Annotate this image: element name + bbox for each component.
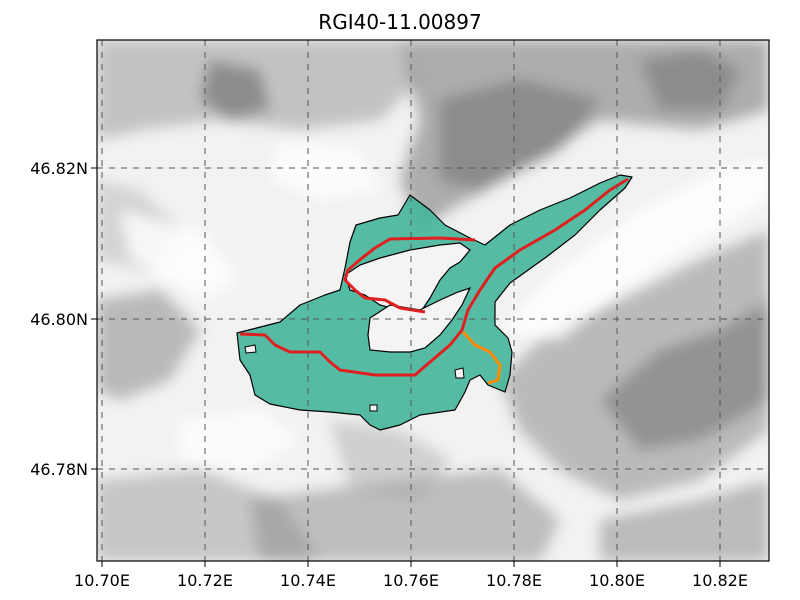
x-axis-labels: 10.70E 10.72E 10.74E 10.76E 10.78E 10.80…: [74, 571, 748, 590]
nunatak: [369, 404, 378, 412]
tributary-flowline: [343, 236, 476, 314]
x-tick-label: 10.80E: [589, 571, 645, 590]
axis-ticks: [91, 167, 721, 567]
nunatak: [244, 344, 257, 354]
grid: [97, 40, 769, 561]
y-axis-labels: 46.82N 46.80N 46.78N: [30, 159, 88, 479]
y-tick-label: 46.80N: [30, 310, 88, 329]
nunatak: [367, 286, 472, 353]
nunatak: [454, 367, 465, 379]
x-tick-label: 10.76E: [383, 571, 439, 590]
nunatak: [344, 242, 471, 313]
x-tick-label: 10.74E: [280, 571, 336, 590]
tributary-flowline: [461, 330, 502, 385]
x-tick-label: 10.78E: [486, 571, 542, 590]
map-frame: [96, 39, 770, 562]
y-tick-label: 46.82N: [30, 159, 88, 178]
x-tick-label: 10.82E: [692, 571, 748, 590]
x-tick-label: 10.72E: [177, 571, 233, 590]
main-flowline: [239, 177, 629, 377]
x-tick-label: 10.70E: [74, 571, 130, 590]
map-title: RGI40-11.00897: [318, 10, 482, 34]
y-tick-label: 46.78N: [30, 460, 88, 479]
